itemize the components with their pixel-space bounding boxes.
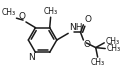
Text: CH₃: CH₃ [44, 7, 58, 16]
Text: N: N [28, 53, 34, 62]
Text: CH₃: CH₃ [1, 8, 15, 17]
Text: NH: NH [69, 23, 83, 32]
Text: CH₃: CH₃ [106, 44, 120, 53]
Text: O: O [18, 12, 25, 22]
Text: O: O [84, 40, 91, 49]
Text: CH₃: CH₃ [105, 37, 119, 46]
Text: O: O [84, 15, 91, 24]
Text: CH₃: CH₃ [91, 58, 105, 67]
